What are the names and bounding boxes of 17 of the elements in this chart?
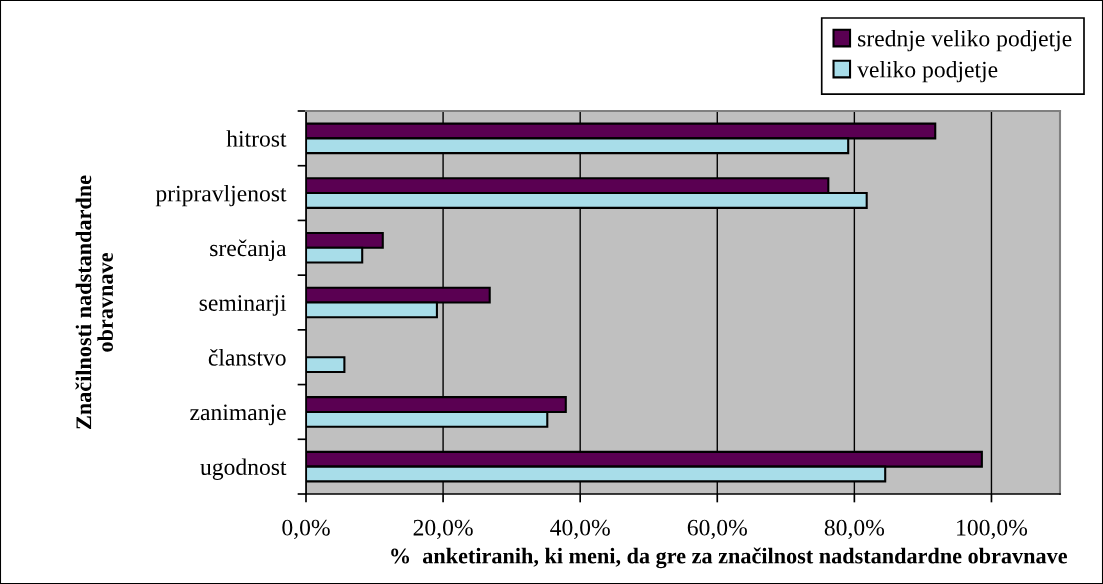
x-tick-label: 20,0% xyxy=(413,519,473,540)
y-tick-label: srečanja xyxy=(210,239,287,262)
y-tick-label: hitrost xyxy=(226,130,287,147)
legend-label: srednje veliko podjetje xyxy=(858,29,1072,52)
x-axis-title: % anketiranih, ki meni, da gre za značilnost nadstandardne obravnave xyxy=(391,547,1068,569)
y-tick-label: članstvo xyxy=(208,348,286,366)
x-tick-label: 40,0% xyxy=(550,519,610,540)
y-tick-label: ugodnost xyxy=(200,458,287,480)
y-tick-label: pripravljenost xyxy=(155,184,287,207)
x-tick-label: 0,0% xyxy=(282,519,330,540)
legend-label: veliko podjetje xyxy=(857,60,998,83)
x-tick-label: 80,0% xyxy=(824,519,885,540)
x-tick-label: 100,0% xyxy=(957,519,1028,540)
y-tick-label: zanimanje xyxy=(190,404,286,426)
y-axis-title: Značilnosti nadstandardne obravnave xyxy=(75,175,113,429)
y-tick-label: seminarji xyxy=(199,295,287,316)
x-tick-label: 60,0% xyxy=(687,519,747,540)
